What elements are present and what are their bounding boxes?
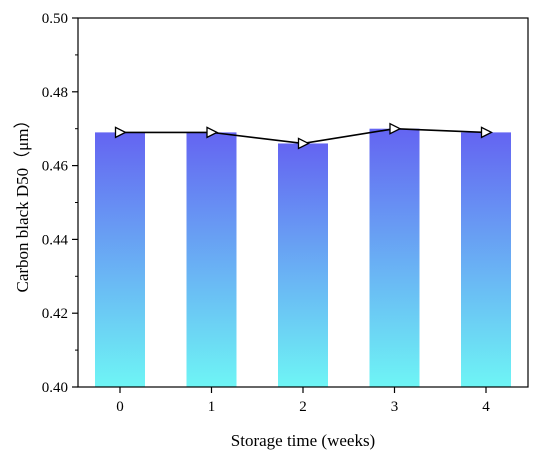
bars-group (95, 128, 511, 387)
point-1 (206, 126, 219, 139)
point-0 (114, 126, 127, 139)
y-axis: 0.40 0.42 0.44 0.46 0.48 0.50 (42, 11, 78, 396)
x-tick-label: 3 (391, 399, 399, 415)
y-tick-label: 0.40 (42, 380, 68, 396)
y-tick-label: 0.46 (42, 159, 69, 175)
y-tick-label: 0.44 (42, 232, 69, 248)
line-series (114, 122, 493, 150)
bar-0 (95, 132, 145, 387)
y-tick-label: 0.50 (42, 11, 68, 27)
point-4 (480, 126, 493, 139)
x-tick-label: 1 (208, 399, 216, 415)
bar-1 (186, 132, 237, 387)
y-tick-label: 0.48 (42, 85, 68, 101)
x-tick-label: 4 (482, 399, 490, 415)
bar-4 (461, 132, 511, 387)
x-tick-label: 0 (116, 399, 124, 415)
x-tick-label: 2 (299, 399, 307, 415)
bar-2 (278, 143, 328, 387)
point-3 (389, 122, 402, 135)
x-axis-title: Storage time (weeks) (231, 431, 375, 450)
point-2 (297, 137, 310, 150)
y-tick-label: 0.42 (42, 306, 68, 322)
bar-3 (369, 128, 420, 387)
y-axis-title: Carbon black D50（μm） (13, 112, 32, 293)
x-axis: 0 1 2 3 4 (116, 387, 490, 415)
